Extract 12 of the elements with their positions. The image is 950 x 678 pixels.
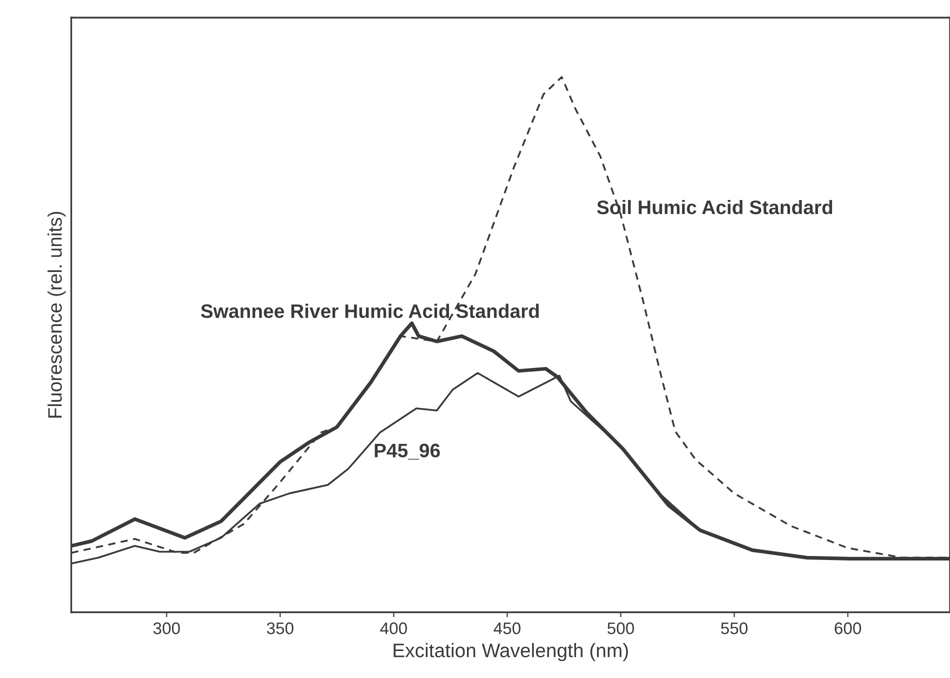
y-axis-title: Fluorescence (rel. units) [48, 212, 66, 418]
series-label: P45_96 [374, 444, 440, 460]
x-tick-label: 600 [834, 622, 862, 634]
text: Swannee River Humic Acid Standard [200, 304, 539, 318]
x-tick-label: 350 [266, 622, 294, 634]
x-tick-label: 500 [608, 622, 634, 634]
series-label: Soil Humic Acid Standard [596, 200, 832, 214]
x-tick-label: 400 [380, 622, 407, 634]
x-tick-label: 450 [494, 622, 520, 634]
x-axis-title: Excitation Wavelength (nm) [394, 643, 628, 662]
x-tick-label: 550 [721, 622, 748, 634]
x-tick-label: 300 [153, 622, 180, 634]
